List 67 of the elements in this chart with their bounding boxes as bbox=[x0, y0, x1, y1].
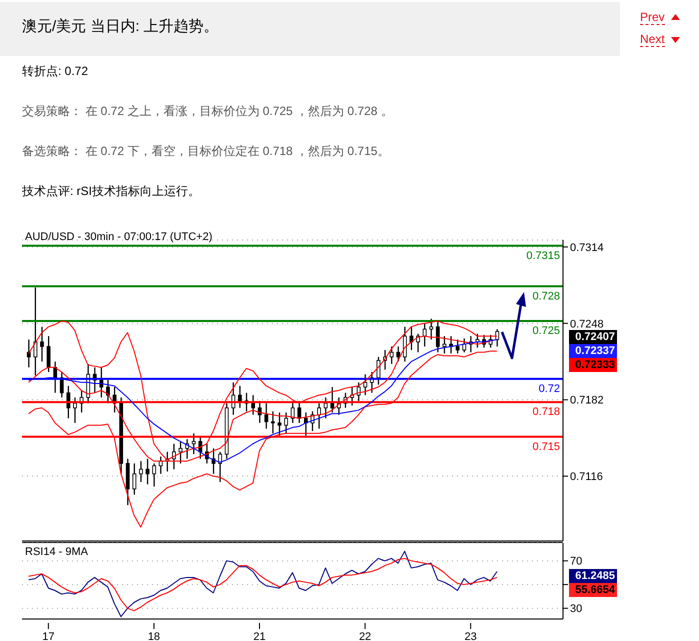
candlestick bbox=[278, 412, 282, 436]
ref-line-label: 0.7315 bbox=[526, 250, 560, 262]
candlestick bbox=[46, 335, 50, 373]
x-tick-label: 17 bbox=[42, 631, 55, 641]
y-tick-label: 0.7116 bbox=[570, 471, 603, 484]
candlestick bbox=[304, 412, 308, 436]
text: 交易策略： 在 0.72 之上，看涨，目标价位为 0.725 ，然后为 0.728 。 bbox=[22, 103, 393, 120]
candlestick bbox=[376, 356, 380, 386]
y-tick-label: 70 bbox=[570, 556, 582, 568]
ref-line-label: 0.725 bbox=[532, 325, 560, 338]
candlestick bbox=[99, 366, 104, 398]
candlestick bbox=[363, 374, 368, 396]
candlestick bbox=[396, 346, 400, 362]
candlestick bbox=[218, 451, 222, 483]
text: Next bbox=[640, 32, 665, 47]
candlestick bbox=[152, 462, 156, 488]
candlestick bbox=[410, 326, 414, 351]
line-series bbox=[28, 558, 498, 612]
text: 0.72333 bbox=[569, 358, 617, 372]
candlestick bbox=[146, 458, 150, 485]
candlestick bbox=[251, 394, 256, 416]
candlestick bbox=[284, 412, 288, 434]
x-tick-label: 23 bbox=[464, 631, 477, 641]
candlestick bbox=[33, 286, 38, 376]
candlestick bbox=[238, 385, 242, 408]
y-tick-label: 30 bbox=[570, 603, 582, 616]
candlestick bbox=[66, 385, 70, 419]
text: 技术点评: rSI技术指标向上运行。 bbox=[22, 183, 200, 200]
ref-line-label: 0.72 bbox=[538, 382, 560, 395]
chart-title: RSI14 - 9MA bbox=[25, 546, 88, 558]
candlestick bbox=[324, 396, 328, 419]
text: 0.72407 bbox=[569, 330, 617, 344]
ref-line-label: 0.728 bbox=[532, 290, 560, 302]
candlestick bbox=[192, 432, 196, 455]
candlestick bbox=[402, 326, 407, 362]
chart-subtitle: AUD/USD - 30min - 07:00:17 (UTC+2) bbox=[25, 231, 212, 243]
ref-line-label: 0.718 bbox=[532, 406, 560, 418]
text: 55.6654 bbox=[569, 583, 617, 597]
candlestick bbox=[264, 402, 268, 430]
x-tick-label: 18 bbox=[148, 631, 160, 641]
candlestick bbox=[106, 379, 110, 404]
ref-line-label: 0.715 bbox=[532, 440, 560, 453]
text: 转折点: 0.72 bbox=[22, 63, 88, 80]
candlestick bbox=[212, 448, 216, 474]
candlestick bbox=[271, 410, 275, 434]
y-tick-label: 0.7314 bbox=[570, 242, 604, 254]
candlestick bbox=[178, 440, 182, 464]
candlestick bbox=[390, 346, 394, 364]
candlestick bbox=[73, 396, 77, 424]
x-tick-label: 22 bbox=[358, 631, 372, 641]
text: Prev bbox=[640, 10, 665, 25]
candlestick bbox=[139, 460, 143, 483]
candlestick bbox=[416, 333, 420, 353]
text: 备选策略： 在 0.72 下，看空，目标价位定在 0.718 ，然后为 0.715。 bbox=[22, 143, 390, 160]
candlestick bbox=[40, 326, 44, 362]
y-tick-label: 0.7182 bbox=[570, 394, 604, 407]
candlestick bbox=[429, 318, 434, 340]
candlestick bbox=[456, 338, 460, 354]
y-tick-label: 0.7248 bbox=[570, 318, 604, 330]
x-tick-label: 21 bbox=[253, 631, 266, 641]
candlestick bbox=[317, 402, 321, 430]
candlestick bbox=[442, 335, 446, 354]
text: 0.72337 bbox=[569, 344, 617, 358]
candlestick bbox=[330, 386, 334, 414]
candlestick bbox=[132, 462, 136, 496]
text: 61.2485 bbox=[569, 569, 617, 583]
chart-title: 澳元/美元 当日内: 上升趋势。 bbox=[22, 17, 219, 36]
